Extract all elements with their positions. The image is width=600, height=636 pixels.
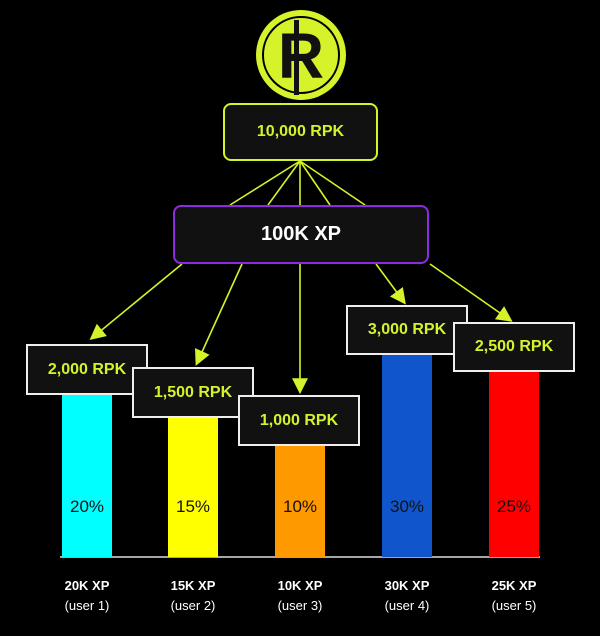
share-user-2: 15%	[175, 497, 211, 516]
reward-box-user-5: 2,500 RPK	[453, 322, 575, 372]
share-user-4: 30%	[389, 497, 425, 516]
bar-user-2	[168, 414, 218, 557]
total-xp-box: 100K XP	[173, 205, 429, 264]
reward-box-user-3: 1,000 RPK	[238, 395, 360, 446]
label-user-4: 30K XP (user 4)	[357, 576, 457, 616]
label-user-5: 25K XP (user 5)	[464, 576, 564, 616]
share-user-3: 10%	[282, 497, 318, 516]
share-user-1: 20%	[69, 497, 105, 516]
xp: 20K XP	[64, 578, 110, 593]
reward-box-user-4: 3,000 RPK	[346, 305, 468, 355]
fan-lines	[229, 160, 366, 206]
label-user-1: 20K XP (user 1)	[37, 576, 137, 616]
xp: 30K XP	[384, 578, 430, 593]
xp: 25K XP	[491, 578, 537, 593]
label-user-2: 15K XP (user 2)	[143, 576, 243, 616]
coin-icon: R	[256, 10, 346, 100]
reward-box-user-1: 2,000 RPK	[26, 344, 148, 395]
user: (user 1)	[64, 598, 110, 613]
xp: 15K XP	[170, 578, 216, 593]
arrows	[89, 263, 513, 395]
bar-user-3	[275, 442, 325, 557]
svg-text:R: R	[278, 20, 324, 92]
bar-user-5	[489, 368, 539, 557]
share-user-5: 25%	[496, 497, 532, 516]
reward-box-user-2: 1,500 RPK	[132, 367, 254, 418]
bar-user-4	[382, 350, 432, 557]
user: (user 4)	[384, 598, 430, 613]
user: (user 5)	[491, 598, 537, 613]
label-user-3: 10K XP (user 3)	[250, 576, 350, 616]
user: (user 2)	[170, 598, 216, 613]
xp: 10K XP	[277, 578, 323, 593]
bar-user-1	[62, 390, 112, 557]
user: (user 3)	[277, 598, 323, 613]
pool-box: 10,000 RPK	[223, 103, 378, 161]
